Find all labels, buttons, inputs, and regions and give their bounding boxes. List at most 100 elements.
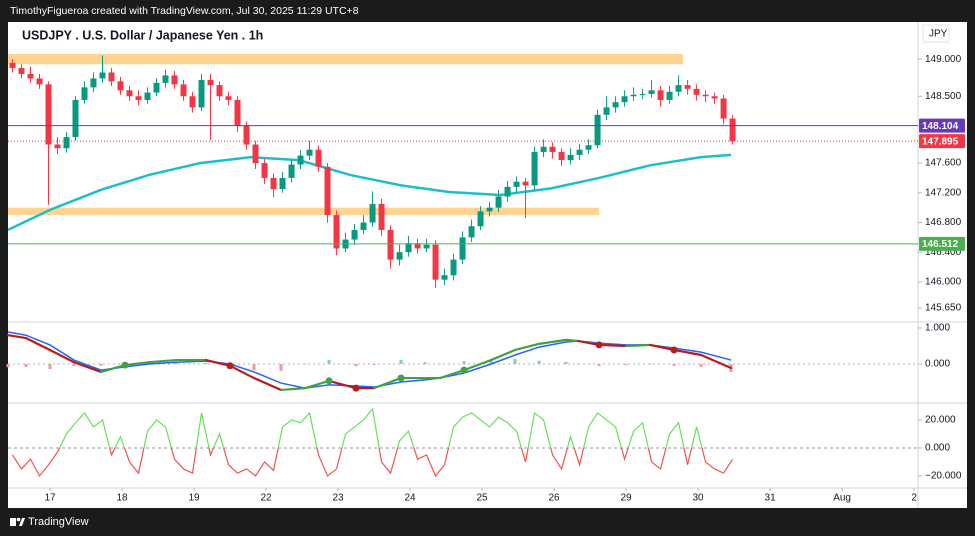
x-tick-label: 26	[548, 493, 560, 504]
x-tick-label: 31	[765, 493, 777, 504]
histogram-bar	[597, 364, 601, 366]
x-tick-label: 19	[188, 493, 200, 504]
cross-dot	[121, 361, 129, 369]
x-tick-label: 22	[260, 493, 272, 504]
x-tick-label: 25	[476, 493, 488, 504]
currency-box[interactable]	[922, 24, 950, 43]
histogram-bar	[699, 364, 703, 367]
macd-line	[438, 369, 466, 380]
macd-line	[99, 363, 127, 374]
macd-line	[597, 343, 628, 348]
candle-body	[207, 79, 214, 86]
candle-body	[423, 244, 430, 249]
macd-line	[462, 358, 493, 372]
candle-body	[729, 118, 736, 142]
candle-body	[477, 211, 484, 227]
candle-body	[522, 181, 529, 186]
histogram-bar	[372, 364, 376, 366]
y-tick-label: 146.400	[925, 247, 962, 258]
candle-body	[171, 75, 178, 85]
candle-body	[180, 84, 187, 97]
candle-body	[441, 275, 448, 280]
cross-dot	[226, 362, 234, 370]
histogram-bar	[513, 358, 517, 365]
macd-line	[372, 376, 403, 390]
candle-body	[306, 149, 313, 156]
candle-body	[459, 237, 466, 260]
macd-line	[48, 348, 76, 364]
candle-body	[720, 98, 727, 119]
histogram-bar	[564, 361, 568, 365]
candle-body	[225, 96, 232, 100]
candle-body	[576, 149, 583, 155]
candle-body	[144, 92, 151, 100]
y-tick-label: 20.000	[925, 415, 956, 426]
moving-average	[8, 153, 732, 232]
candle-body	[45, 84, 52, 145]
candle-body	[531, 151, 538, 186]
x-tick-label: 24	[404, 493, 416, 504]
histogram-bar	[327, 360, 331, 365]
candle-body	[315, 149, 322, 167]
candle-body	[72, 99, 79, 138]
candle-body	[54, 144, 61, 149]
macd-line	[303, 379, 331, 390]
histogram-bar	[204, 362, 208, 365]
candle-body	[108, 72, 115, 82]
candle-body	[243, 125, 250, 145]
macd-line	[576, 339, 601, 347]
cross-dot	[397, 374, 405, 382]
macd-line	[252, 376, 283, 392]
price-label: 147.895	[922, 136, 959, 147]
candle-body	[684, 85, 691, 89]
histogram-bar	[24, 364, 28, 367]
candle-body	[540, 146, 547, 152]
y-tick-label: 0.000	[925, 443, 950, 454]
footer: TradingView	[28, 516, 89, 528]
candle-body	[99, 72, 106, 79]
candle-body	[648, 90, 655, 95]
candle-body	[324, 166, 331, 216]
macd-line	[228, 364, 256, 380]
plot-background	[8, 22, 967, 508]
histogram-bar	[648, 364, 652, 365]
histogram-bar	[672, 364, 676, 366]
macd-line	[648, 343, 676, 352]
y-tick-label: −20.000	[925, 471, 962, 482]
price-pane	[8, 53, 736, 288]
candle-body	[216, 85, 223, 97]
chart-title: USDJPY . U.S. Dollar / Japanese Yen . 1h	[22, 28, 263, 42]
histogram-bar	[438, 364, 442, 365]
macd-line	[624, 343, 652, 348]
cross-dot	[325, 377, 333, 385]
candle-body	[486, 207, 493, 212]
macd-line	[537, 338, 568, 345]
candle-body	[666, 91, 673, 100]
candle-body	[81, 87, 88, 100]
zone	[8, 207, 600, 216]
x-tick-label: Aug	[833, 493, 851, 504]
zone	[8, 53, 684, 65]
y-tick-label: 149.000	[925, 54, 962, 65]
histogram-bar	[48, 364, 52, 370]
candle-body	[63, 137, 70, 149]
candle-body	[558, 151, 565, 161]
cross-dot	[670, 346, 678, 354]
candle-body	[297, 155, 304, 165]
candle-body	[414, 243, 421, 249]
histogram-bar	[624, 364, 628, 366]
histogram-bar	[489, 360, 493, 365]
candle-body	[657, 90, 664, 100]
macd-line	[672, 348, 703, 357]
price-label: 146.512	[922, 239, 959, 250]
x-tick-label: 17	[44, 493, 56, 504]
histogram-bar	[537, 360, 541, 365]
histogram-bar	[576, 364, 580, 365]
candle-body	[126, 90, 133, 97]
header: TimothyFigueroa created with TradingView…	[10, 5, 359, 17]
candle-body	[639, 94, 646, 96]
candle-body	[432, 244, 439, 280]
histogram-bar	[6, 364, 10, 368]
histogram-bar	[279, 364, 283, 371]
candle-body	[585, 145, 592, 150]
